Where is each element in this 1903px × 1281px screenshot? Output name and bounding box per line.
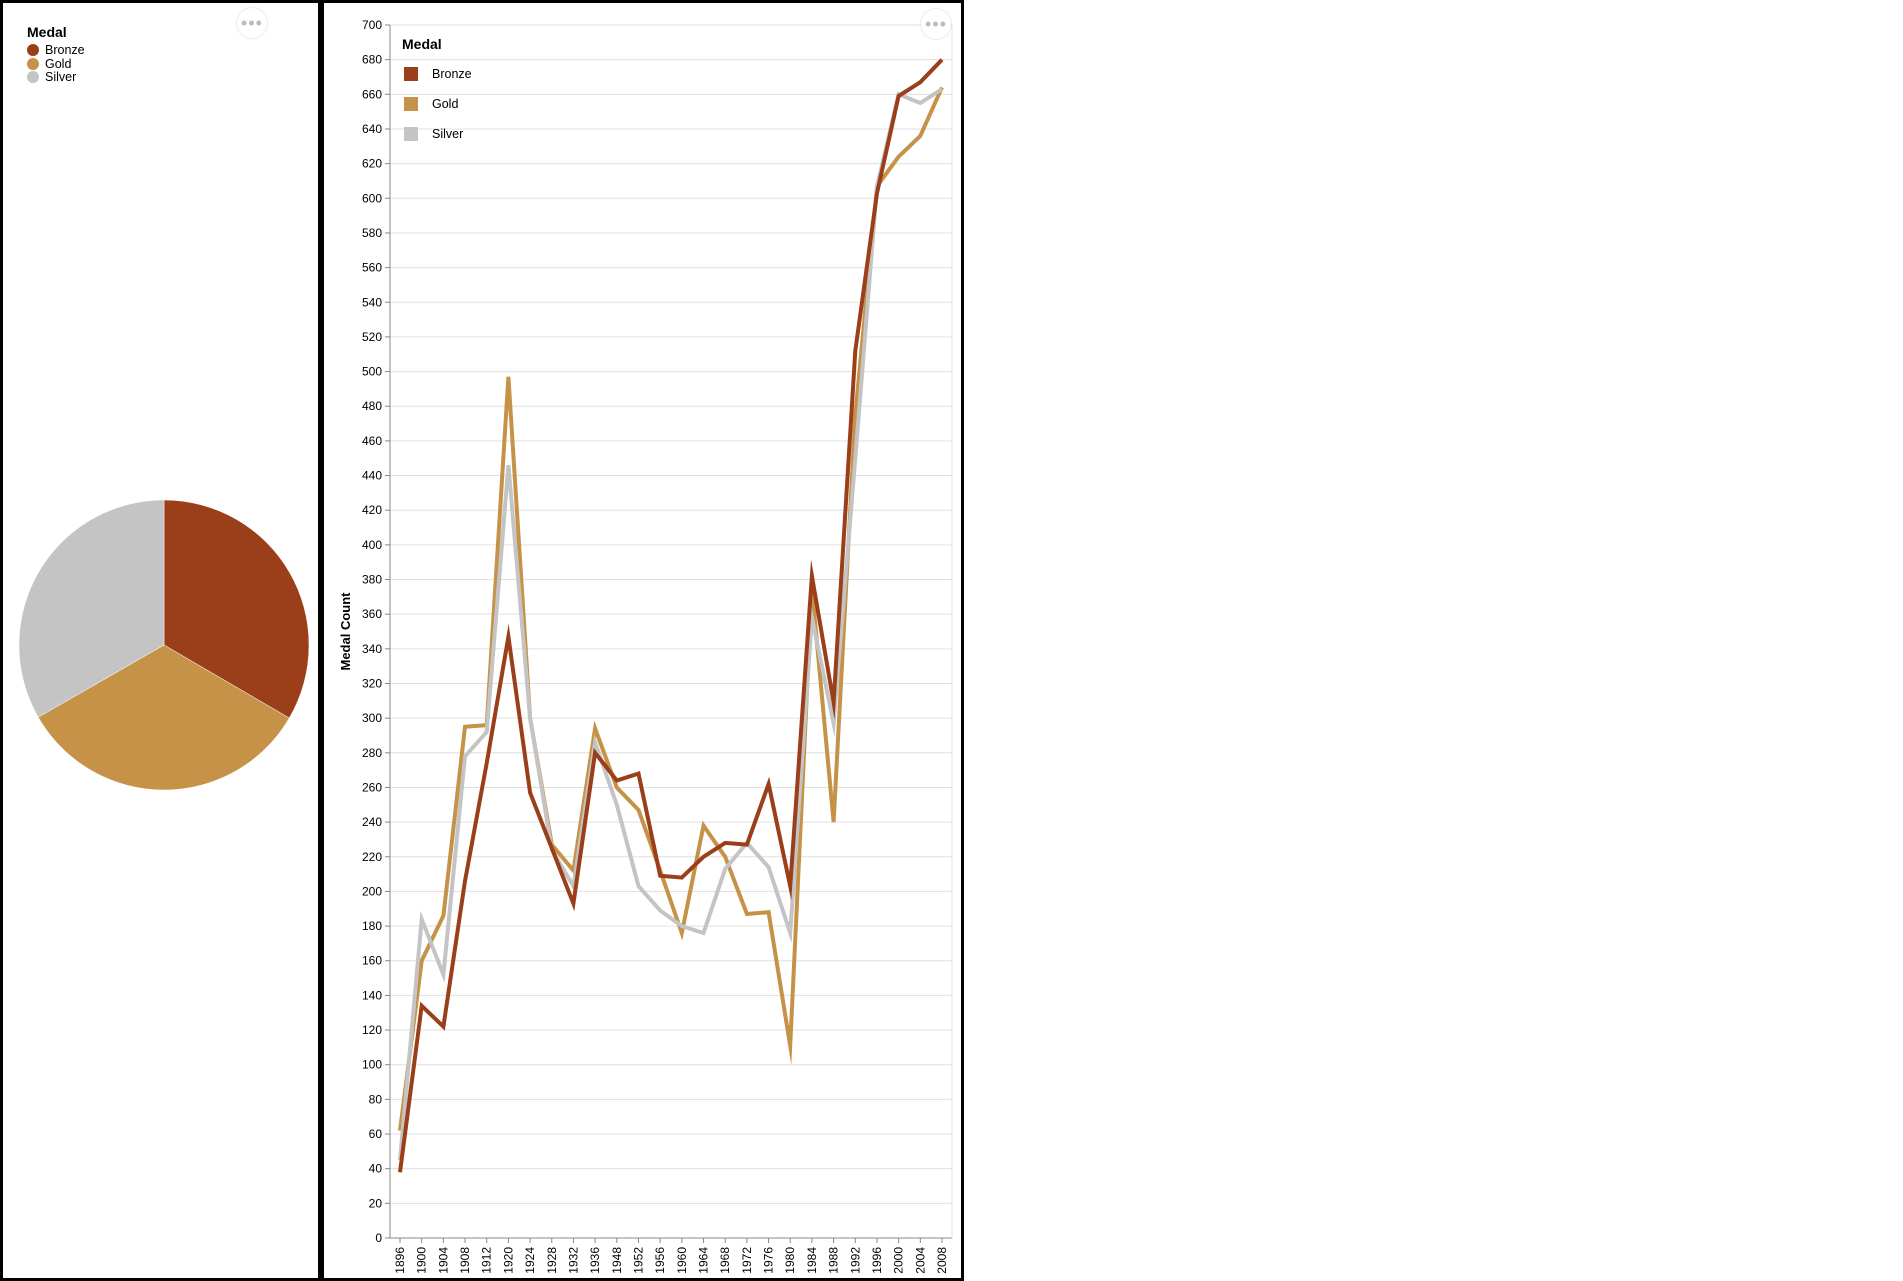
y-tick-label: 260 [362, 780, 382, 794]
y-tick-label: 700 [362, 18, 382, 32]
x-tick-label: 1960 [675, 1247, 689, 1274]
line-legend-title: Medal [402, 36, 442, 52]
legend-symbol-bronze [27, 44, 39, 56]
y-tick-label: 80 [369, 1092, 383, 1106]
x-tick-label: 1984 [805, 1247, 819, 1274]
legend-symbol-gold [404, 97, 418, 111]
legend-symbol-silver [404, 127, 418, 141]
legend-label-gold: Gold [432, 97, 459, 111]
x-tick-label: 1912 [480, 1247, 494, 1274]
legend-label-bronze: Bronze [45, 43, 85, 57]
x-tick-label: 1992 [848, 1247, 862, 1274]
panel-divider [318, 0, 324, 1281]
pie-slice-bronze[interactable] [163, 499, 310, 719]
y-tick-label: 680 [362, 53, 382, 67]
y-tick-label: 620 [362, 157, 382, 171]
x-tick-label: 1904 [436, 1247, 450, 1274]
x-tick-label: 1988 [827, 1247, 841, 1274]
y-tick-label: 40 [369, 1162, 383, 1176]
pie-legend-item-bronze[interactable]: Bronze [27, 43, 85, 57]
y-tick-label: 480 [362, 399, 382, 413]
y-tick-label: 640 [362, 122, 382, 136]
y-tick-label: 660 [362, 87, 382, 101]
x-tick-label: 1908 [458, 1247, 472, 1274]
y-tick-label: 120 [362, 1023, 382, 1037]
y-tick-label: 60 [369, 1127, 383, 1141]
y-tick-label: 420 [362, 503, 382, 517]
y-tick-label: 460 [362, 434, 382, 448]
x-tick-label: 1964 [697, 1247, 711, 1274]
y-tick-label: 540 [362, 295, 382, 309]
x-tick-label: 1976 [762, 1247, 776, 1274]
x-tick-label: 1948 [610, 1247, 624, 1274]
pie-legend-item-gold[interactable]: Gold [27, 57, 71, 71]
y-tick-label: 380 [362, 573, 382, 587]
legend-label-silver: Silver [432, 127, 464, 141]
x-tick-label: 1928 [545, 1247, 559, 1274]
line-legend-item-silver[interactable]: Silver [404, 127, 463, 141]
x-tick-label: 1932 [566, 1247, 580, 1274]
y-tick-label: 160 [362, 954, 382, 968]
x-tick-label: 2000 [892, 1247, 906, 1274]
more-horizontal-icon: ••• [925, 13, 947, 34]
legend-label-silver: Silver [45, 70, 77, 84]
y-tick-label: 440 [362, 469, 382, 483]
more-options-button[interactable]: ••• [237, 8, 267, 38]
legend-label-gold: Gold [45, 57, 72, 71]
legend-label-bronze: Bronze [432, 67, 472, 81]
y-tick-label: 280 [362, 746, 382, 760]
y-tick-label: 340 [362, 642, 382, 656]
x-tick-label: 1968 [718, 1247, 732, 1274]
y-tick-label: 200 [362, 884, 382, 898]
y-tick-label: 600 [362, 191, 382, 205]
x-tick-label: 1972 [740, 1247, 754, 1274]
x-tick-label: 1936 [588, 1247, 602, 1274]
y-tick-label: 140 [362, 988, 382, 1002]
y-axis-title: Medal Count [338, 592, 353, 671]
y-tick-label: 20 [369, 1196, 383, 1210]
x-tick-label: 2008 [935, 1247, 949, 1274]
series-line-silver[interactable] [398, 87, 944, 1161]
series-line-gold[interactable] [398, 86, 944, 1131]
x-tick-label: 1924 [523, 1247, 537, 1274]
y-tick-label: 240 [362, 815, 382, 829]
pie-slice-silver[interactable] [18, 499, 165, 718]
y-tick-label: 320 [362, 676, 382, 690]
y-tick-label: 360 [362, 607, 382, 621]
y-tick-label: 100 [362, 1058, 382, 1072]
more-options-button[interactable]: ••• [921, 9, 951, 39]
y-tick-label: 560 [362, 261, 382, 275]
legend-symbol-bronze [404, 67, 418, 81]
line-chart: 0 20 40 60 80 100 120 140 160 180 200 220 240 260 280 3… [338, 18, 953, 1274]
y-tick-label: 400 [362, 538, 382, 552]
y-tick-label: 520 [362, 330, 382, 344]
pie-chart [18, 499, 310, 791]
x-tick-label: 1896 [393, 1247, 407, 1274]
legend-symbol-gold [27, 58, 39, 70]
y-tick-label: 500 [362, 365, 382, 379]
legend-symbol-silver [27, 71, 39, 83]
pie-legend-title: Medal [27, 24, 67, 40]
x-tick-label: 1980 [783, 1247, 797, 1274]
y-tick-label: 580 [362, 226, 382, 240]
pie-chart-panel: ••• Medal Bronze Gold Silver [0, 0, 322, 1281]
y-tick-label: 300 [362, 711, 382, 725]
y-tick-label: 220 [362, 850, 382, 864]
x-tick-label: 2004 [913, 1247, 927, 1274]
more-horizontal-icon: ••• [241, 12, 263, 33]
x-tick-label: 1956 [653, 1247, 667, 1274]
y-tick-label: 0 [375, 1231, 382, 1245]
line-legend-item-bronze[interactable]: Bronze [404, 67, 472, 81]
pie-legend-item-silver[interactable]: Silver [27, 70, 76, 84]
x-tick-label: 1900 [415, 1247, 429, 1274]
x-tick-label: 1996 [870, 1247, 884, 1274]
line-legend-item-gold[interactable]: Gold [404, 97, 458, 111]
x-tick-label: 1920 [501, 1247, 515, 1274]
x-tick-label: 1952 [631, 1247, 645, 1274]
series-line-bronze[interactable] [398, 58, 944, 1173]
line-chart-panel: 0 20 40 60 80 100 120 140 160 180 200 220 240 260 280 3… [324, 0, 964, 1281]
y-tick-label: 180 [362, 919, 382, 933]
